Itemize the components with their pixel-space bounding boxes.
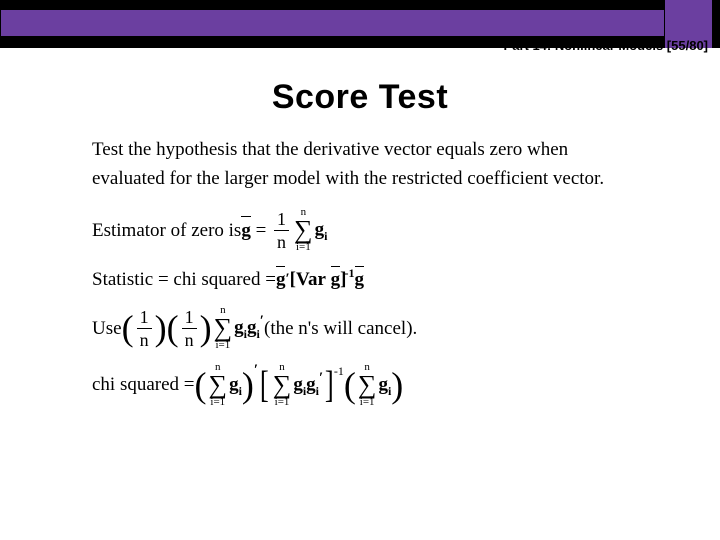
rp5: ) bbox=[391, 367, 403, 403]
s4: ∑ bbox=[273, 372, 292, 398]
sigma: ∑ bbox=[294, 217, 313, 243]
prime-3: ′ bbox=[254, 359, 258, 382]
lp2: ( bbox=[167, 310, 179, 346]
equals: = bbox=[251, 216, 271, 245]
s3: ∑ bbox=[209, 372, 228, 398]
g-i-5: gi bbox=[378, 370, 391, 400]
s3l: i=1 bbox=[210, 398, 225, 407]
den-b: n bbox=[182, 329, 197, 349]
lp1: ( bbox=[122, 310, 134, 346]
s4l: i=1 bbox=[275, 398, 290, 407]
use-tail: (the n's will cancel). bbox=[264, 314, 417, 343]
use-line: Use ( 1 n ) ( 1 n ) n ∑ i=1 gigi′ (the n… bbox=[92, 306, 630, 351]
g-bar-3: g bbox=[355, 265, 365, 294]
var-text: Var bbox=[296, 265, 331, 294]
rp2: ) bbox=[200, 310, 212, 346]
num-b: 1 bbox=[182, 308, 197, 329]
lp3: ( bbox=[195, 367, 207, 403]
frac-1-n-b: 1 n bbox=[182, 308, 197, 349]
header-label-wrap: Part 14: Nonlinear Models [55/80] bbox=[0, 0, 720, 60]
num-a: 1 bbox=[137, 308, 152, 329]
g-bar-1: g bbox=[276, 265, 286, 294]
lb: [ bbox=[260, 366, 269, 404]
frac-1-n-a: 1 n bbox=[137, 308, 152, 349]
g-bar-symbol: g bbox=[241, 216, 251, 245]
g-bar-2: g bbox=[331, 265, 341, 294]
hypothesis-paragraph: Test the hypothesis that the derivative … bbox=[92, 135, 630, 194]
rp1: ) bbox=[155, 310, 167, 346]
sum-1: n ∑ i=1 bbox=[294, 208, 313, 253]
statistic-line: Statistic = chi squared = g′ [ Var g ]-1… bbox=[92, 265, 630, 294]
g-i: gi bbox=[315, 215, 328, 245]
rp3: ) bbox=[242, 367, 254, 403]
use-lead: Use bbox=[92, 314, 122, 343]
den-a: n bbox=[137, 329, 152, 349]
estimator-lead: Estimator of zero is bbox=[92, 216, 241, 245]
header-label: Part 14: Nonlinear Models [55/80] bbox=[504, 38, 708, 53]
sum-5: n ∑ i=1 bbox=[358, 363, 377, 408]
s5: ∑ bbox=[358, 372, 377, 398]
sum-2: n ∑ i=1 bbox=[214, 306, 233, 351]
gi-gi-prime-4: gigi′ bbox=[293, 370, 323, 400]
sum-lower: i=1 bbox=[296, 243, 311, 252]
frac-den: n bbox=[274, 231, 289, 251]
page-title: Score Test bbox=[0, 78, 720, 117]
chi-line: chi squared = ( n ∑ i=1 gi )′ [ n ∑ i=1 … bbox=[92, 363, 630, 408]
g-i-3: gi bbox=[229, 370, 242, 400]
statistic-lead: Statistic = chi squared = bbox=[92, 265, 276, 294]
frac-1-n: 1 n bbox=[274, 210, 289, 251]
s5l: i=1 bbox=[360, 398, 375, 407]
chi-lead: chi squared = bbox=[92, 370, 195, 399]
sum2-lower: i=1 bbox=[215, 341, 230, 350]
content-block: Test the hypothesis that the derivative … bbox=[0, 117, 720, 407]
estimator-line: Estimator of zero is g = 1 n n ∑ i=1 gi bbox=[92, 208, 630, 253]
sum-4: n ∑ i=1 bbox=[273, 363, 292, 408]
sigma2: ∑ bbox=[214, 315, 233, 341]
sum-3: n ∑ i=1 bbox=[209, 363, 228, 408]
lp5: ( bbox=[344, 367, 356, 403]
rb: ] bbox=[325, 366, 334, 404]
gi-gi-prime: gigi′ bbox=[234, 313, 264, 343]
frac-num: 1 bbox=[274, 210, 289, 231]
inv-2: -1 bbox=[334, 362, 344, 381]
inv-1: -1 bbox=[345, 264, 355, 283]
